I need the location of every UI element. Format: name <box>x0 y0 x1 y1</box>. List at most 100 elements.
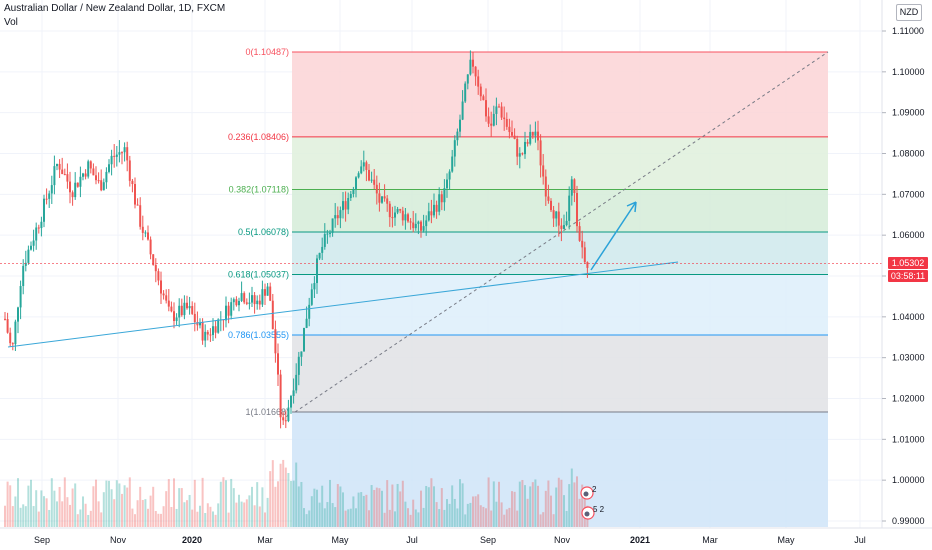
candle-body <box>131 180 134 185</box>
candle-body <box>162 293 165 296</box>
candle-body <box>500 106 503 118</box>
volume-bar <box>375 487 378 527</box>
volume-bar <box>277 481 279 527</box>
candle-body <box>56 163 58 167</box>
volume-bar <box>329 479 331 527</box>
candle-body <box>339 210 342 219</box>
volume-bar <box>495 501 498 527</box>
volume-bar <box>6 481 9 527</box>
candle-body <box>373 179 376 185</box>
volume-bar <box>505 509 508 527</box>
fib-zone <box>292 189 828 232</box>
volume-bar <box>206 503 209 527</box>
candle-body <box>82 173 84 177</box>
candle-body <box>534 131 537 136</box>
candle-body <box>518 153 521 157</box>
candle-body <box>186 302 188 309</box>
candle-body <box>456 131 459 141</box>
time-axis-label: Sep <box>34 535 50 545</box>
candle-body <box>422 226 425 231</box>
volume-bar <box>381 490 383 527</box>
volume-bar <box>534 479 537 527</box>
volume-bar <box>479 505 482 527</box>
volume-bar <box>308 510 311 527</box>
time-axis-label: 2021 <box>630 535 650 545</box>
volume-bar <box>396 483 399 527</box>
candle-body <box>409 221 412 223</box>
volume-bar <box>347 509 350 527</box>
candle-body <box>321 246 324 253</box>
volume-bar <box>414 509 417 527</box>
candle-body <box>407 214 409 222</box>
fib-retracement: 0(1.10487) 0.236(1.08406) 0.382(1.07118) 0.… <box>228 47 829 527</box>
candle-body <box>19 286 22 308</box>
candle-body <box>53 166 56 186</box>
volume-bar <box>160 513 162 527</box>
candle-body <box>485 100 487 117</box>
volume-bar <box>251 486 253 527</box>
candle-body <box>360 166 363 174</box>
volume-bar <box>243 502 246 527</box>
volume-bar <box>349 508 352 527</box>
volume-bar <box>557 477 560 527</box>
volume-bar <box>193 479 196 527</box>
price-tick-label: 1.02000 <box>892 394 925 404</box>
candle-body <box>357 173 360 178</box>
candle-body <box>544 176 547 197</box>
currency-button[interactable]: NZD <box>896 4 922 21</box>
candle-body <box>92 168 95 176</box>
candle-body <box>531 131 534 136</box>
candle-body <box>170 306 173 312</box>
time-axis-label: May <box>331 535 349 545</box>
volume-bar <box>225 480 227 527</box>
volume-bar <box>487 477 490 527</box>
volume-bar <box>576 476 578 527</box>
candle-body <box>425 220 428 227</box>
volume-bar <box>32 506 35 527</box>
volume-bar <box>53 490 56 527</box>
candle-body <box>256 300 259 305</box>
candle-body <box>108 164 110 172</box>
candle-body <box>105 171 108 183</box>
candle-body <box>238 300 240 306</box>
volume-bar <box>50 478 53 527</box>
volume-bar <box>516 510 519 527</box>
volume-bar <box>191 509 194 527</box>
volume-bar <box>201 477 204 527</box>
trend-line <box>7 261 679 348</box>
volume-bar <box>362 495 365 527</box>
volume-bar <box>284 467 287 527</box>
event-marker-dot <box>583 491 589 497</box>
candle-body <box>45 198 48 200</box>
price-tick-label: 1.08000 <box>892 149 925 159</box>
candle-body <box>516 138 519 157</box>
volume-bar <box>271 460 274 527</box>
candle-body <box>336 215 339 219</box>
candle-body <box>368 169 370 181</box>
candle-body <box>349 194 352 198</box>
volume-bar <box>128 477 131 527</box>
candle-body <box>35 227 38 241</box>
candle-body <box>66 174 69 182</box>
candle-body <box>4 318 6 320</box>
candle-body <box>414 223 417 229</box>
volume-bar <box>316 489 318 527</box>
volume-bar <box>97 501 100 527</box>
volume-bar <box>417 512 420 527</box>
candle-body <box>277 353 279 375</box>
volume-bar <box>297 486 300 527</box>
price-tick-label: 1.10000 <box>892 67 925 77</box>
volume-bar <box>61 501 64 527</box>
candle-body <box>560 225 563 229</box>
candle-body <box>251 295 253 303</box>
volume-bar <box>581 484 584 527</box>
candle-body <box>128 160 131 181</box>
candle-body <box>201 322 204 341</box>
candle-body <box>316 258 318 284</box>
volume-bar <box>188 494 191 527</box>
volume-bar <box>121 493 123 527</box>
volume-bar <box>404 501 407 527</box>
volume-bar <box>256 482 259 527</box>
